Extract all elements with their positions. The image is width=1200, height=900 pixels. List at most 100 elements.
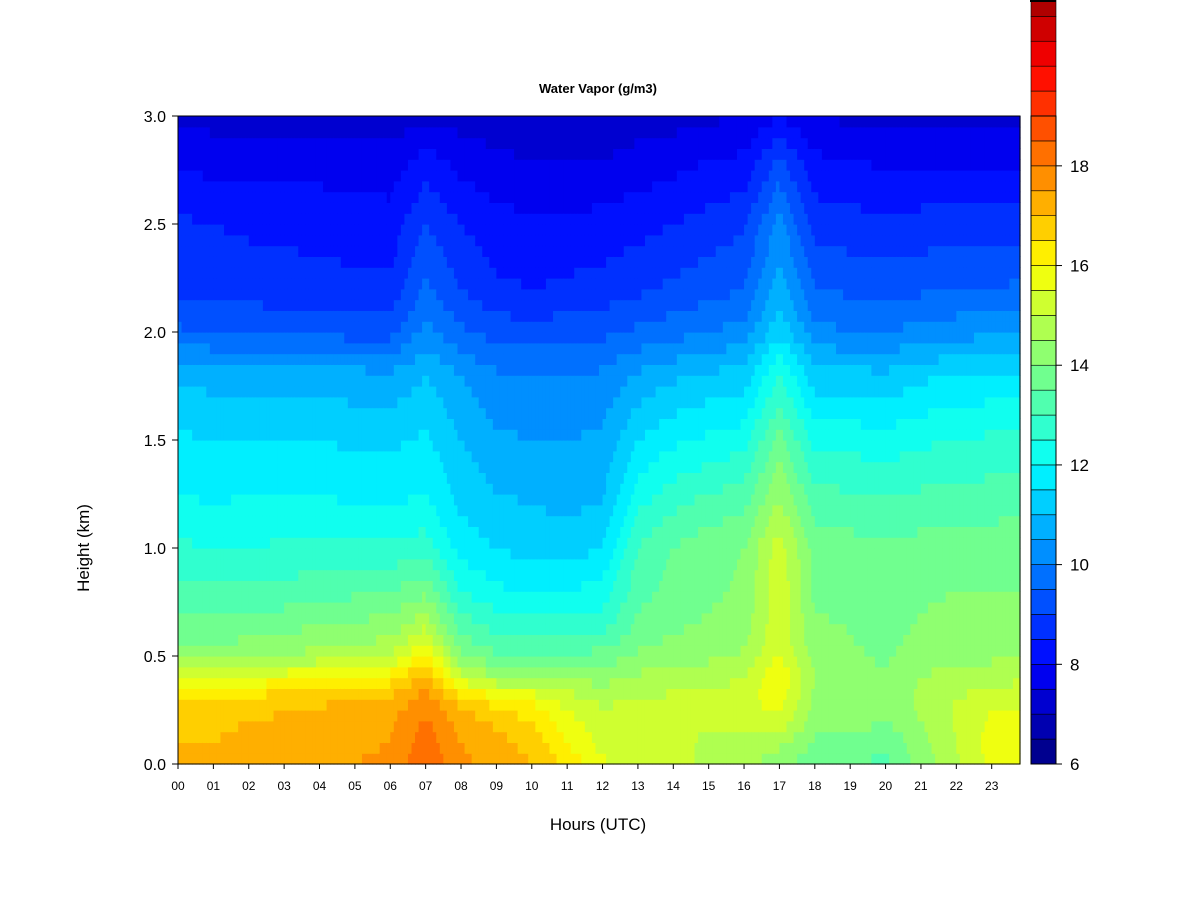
heatmap-cell [429, 191, 434, 203]
heatmap-cell [407, 483, 413, 495]
heatmap-cell [199, 494, 204, 506]
heatmap-cell [273, 299, 278, 311]
heatmap-cell [425, 116, 430, 128]
heatmap-cell [411, 234, 416, 247]
heatmap-cell [185, 688, 190, 700]
heatmap-cell [280, 742, 285, 754]
heatmap-cell [223, 591, 229, 603]
heatmap-cell [319, 407, 324, 419]
heatmap-cell [330, 278, 335, 290]
heatmap-cell [315, 656, 321, 668]
heatmap-cell [252, 526, 257, 538]
heatmap-cell [308, 710, 314, 722]
heatmap-cell [365, 612, 370, 625]
heatmap-cell [418, 634, 423, 646]
heatmap-cell [216, 429, 222, 441]
heatmap-cell [298, 224, 303, 236]
heatmap-cell [425, 429, 430, 441]
heatmap-cell [291, 407, 296, 419]
heatmap-cell [185, 386, 190, 398]
heatmap-cell [415, 602, 420, 614]
heatmap-cell [262, 224, 268, 236]
heatmap-cell [446, 753, 452, 765]
heatmap-cell [248, 245, 253, 257]
heatmap-cell [312, 742, 317, 754]
heatmap-cell [461, 202, 466, 214]
heatmap-cell [397, 234, 402, 247]
heatmap-cell [319, 299, 324, 311]
heatmap-cell [259, 537, 264, 549]
heatmap-cell [347, 677, 352, 689]
heatmap-cell [376, 548, 381, 560]
heatmap-cell [223, 278, 229, 290]
heatmap-cell [185, 450, 190, 463]
heatmap-cell [269, 602, 275, 614]
heatmap-cell [386, 137, 391, 149]
heatmap-cell [439, 396, 444, 409]
heatmap-cell [245, 288, 250, 301]
heatmap-cell [450, 710, 455, 722]
heatmap-cell [379, 234, 384, 247]
heatmap-cell [354, 450, 360, 463]
heatmap-cell [422, 569, 427, 581]
heatmap-cell [425, 623, 430, 635]
heatmap-cell [415, 731, 420, 743]
heatmap-cell [188, 602, 193, 614]
heatmap-cell [429, 515, 434, 527]
heatmap-cell [432, 461, 437, 473]
heatmap-cell [418, 396, 423, 409]
heatmap-cell [305, 256, 310, 268]
heatmap-cell [361, 591, 367, 603]
heatmap-cell [400, 688, 406, 700]
heatmap-cell [245, 170, 250, 182]
heatmap-cell [308, 494, 314, 506]
heatmap-cell [301, 321, 306, 333]
heatmap-cell [199, 137, 204, 149]
heatmap-cell [351, 429, 356, 441]
heatmap-cell [390, 353, 395, 365]
heatmap-cell [347, 256, 352, 268]
heatmap-cell [252, 267, 257, 279]
heatmap-cell [365, 288, 370, 301]
heatmap-cell [347, 407, 352, 419]
heatmap-cell [358, 666, 363, 679]
heatmap-cell [284, 148, 289, 160]
heatmap-cell [450, 137, 455, 149]
heatmap-cell [383, 159, 388, 171]
heatmap-cell [439, 321, 444, 333]
heatmap-cell [199, 580, 204, 592]
heatmap-cell [227, 159, 232, 171]
heatmap-cell [227, 494, 232, 506]
heatmap-cell [223, 461, 229, 473]
heatmap-cell [319, 353, 324, 365]
heatmap-cell [383, 299, 388, 311]
heatmap-cell [305, 375, 310, 387]
heatmap-cell [305, 677, 310, 689]
heatmap-cell [178, 666, 183, 679]
heatmap-cell [202, 699, 207, 711]
heatmap-cell [347, 116, 352, 128]
heatmap-cell [266, 245, 271, 257]
heatmap-cell [277, 580, 282, 592]
heatmap-cell [383, 688, 388, 700]
heatmap-cell [273, 267, 278, 279]
heatmap-cell [308, 440, 314, 452]
heatmap-cell [369, 137, 374, 149]
heatmap-cell [418, 526, 423, 538]
heatmap-cell [415, 623, 420, 635]
heatmap-cell [195, 537, 200, 549]
heatmap-cell [234, 612, 239, 625]
heatmap-cell [443, 558, 448, 571]
heatmap-cell [308, 116, 314, 128]
heatmap-cell [365, 429, 370, 441]
heatmap-cell [340, 213, 345, 225]
heatmap-cell [245, 278, 250, 290]
heatmap-cell [192, 591, 197, 603]
heatmap-cell [337, 332, 342, 344]
heatmap-cell [273, 148, 278, 160]
heatmap-cell [358, 612, 363, 625]
heatmap-cell [234, 677, 239, 689]
heatmap-cell [418, 386, 423, 398]
heatmap-cell [298, 278, 303, 290]
heatmap-cell [223, 537, 229, 549]
